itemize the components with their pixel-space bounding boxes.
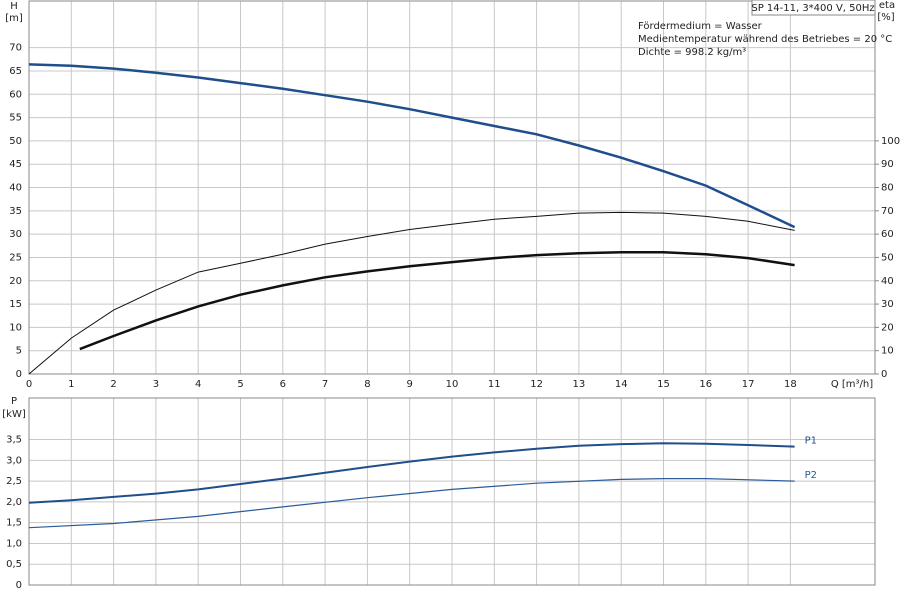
y-tick-label: 1,5	[6, 518, 22, 529]
y2-tick-label: 100	[881, 136, 900, 147]
series-label: P1	[805, 436, 817, 447]
y-tick-label: 15	[9, 299, 22, 310]
x-tick-label: 11	[488, 379, 501, 390]
x-tick-label: 3	[153, 379, 159, 390]
y-tick-label: 2,5	[6, 476, 22, 487]
x-tick-label: 18	[784, 379, 797, 390]
y-tick-label: 0	[16, 369, 22, 380]
y-tick-label: 2,0	[6, 497, 22, 508]
curve	[28, 211, 795, 375]
y-tick-label: 60	[9, 89, 22, 100]
y2-tick-label: 50	[881, 252, 894, 263]
y-tick-label: 20	[9, 276, 22, 287]
x-tick-label: 16	[699, 379, 712, 390]
y-tick-label: 5	[16, 346, 22, 357]
y-tick-label: 3,5	[6, 435, 22, 446]
y-axis-label: H	[10, 1, 18, 12]
annotation: Fördermedium = Wasser	[638, 21, 763, 32]
y-tick-label: 50	[9, 136, 22, 147]
y-tick-label: 40	[9, 183, 22, 194]
y-tick-label: 3,0	[6, 455, 22, 466]
x-tick-label: 6	[280, 379, 286, 390]
plot-frame	[28, 397, 876, 586]
y-tick-label: 70	[9, 43, 22, 54]
curve	[79, 251, 795, 351]
y-axis-label: P	[11, 396, 17, 407]
y2-tick-label: 10	[881, 346, 894, 357]
y-tick-label: 55	[9, 113, 22, 124]
x-tick-label: 2	[110, 379, 116, 390]
series-label: P2	[805, 470, 817, 481]
y-tick-label: 10	[9, 322, 22, 333]
x-tick-label: 13	[573, 379, 586, 390]
y2-tick-label: 70	[881, 206, 894, 217]
curve	[28, 478, 795, 529]
y-tick-label: 0,5	[6, 559, 22, 570]
y2-tick-label: 90	[881, 159, 894, 170]
y-tick-label: 35	[9, 206, 22, 217]
y-tick-label: 25	[9, 252, 22, 263]
curve	[28, 63, 796, 229]
y-tick-label: 45	[9, 159, 22, 170]
y2-tick-label: 40	[881, 276, 894, 287]
y2-tick-label: 0	[881, 369, 887, 380]
y-axis-unit: [m]	[5, 13, 23, 24]
x-tick-label: 9	[407, 379, 413, 390]
x-tick-label: 10	[446, 379, 459, 390]
x-axis-label: Q [m³/h]	[831, 379, 873, 390]
y2-tick-label: 20	[881, 322, 894, 333]
x-tick-label: 15	[657, 379, 670, 390]
x-tick-label: 14	[615, 379, 628, 390]
y-axis-unit: [kW]	[2, 409, 26, 420]
annotation: Dichte = 998.2 kg/m³	[638, 47, 746, 58]
title-box	[751, 0, 876, 16]
x-tick-label: 4	[195, 379, 201, 390]
y2-axis-label: eta	[879, 0, 895, 11]
y2-tick-label: 80	[881, 183, 894, 194]
chart-title: SP 14-11, 3*400 V, 50Hz	[751, 3, 874, 14]
y-tick-label: 1,0	[6, 538, 22, 549]
y2-axis-unit: [%]	[877, 12, 894, 23]
y-tick-label: 0	[16, 580, 22, 591]
y2-tick-label: 60	[881, 229, 894, 240]
curve	[28, 442, 795, 504]
x-tick-label: 7	[322, 379, 328, 390]
y-tick-label: 65	[9, 66, 22, 77]
annotation: Medientemperatur während des Betriebes =…	[638, 34, 892, 45]
x-tick-label: 5	[237, 379, 243, 390]
x-tick-label: 8	[364, 379, 370, 390]
x-tick-label: 17	[742, 379, 755, 390]
plot-frame	[28, 0, 876, 375]
x-tick-label: 1	[68, 379, 74, 390]
y2-tick-label: 30	[881, 299, 894, 310]
x-tick-label: 12	[530, 379, 543, 390]
y-tick-label: 30	[9, 229, 22, 240]
x-tick-label: 0	[26, 379, 32, 390]
